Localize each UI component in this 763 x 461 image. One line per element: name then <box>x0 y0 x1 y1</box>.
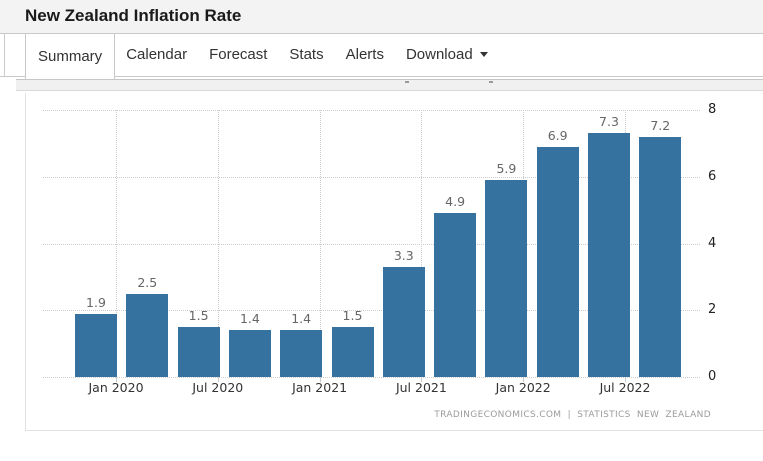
page-title: New Zealand Inflation Rate <box>25 6 242 25</box>
y-axis-label: 0 <box>708 369 717 384</box>
bar <box>434 213 477 377</box>
tab-forecast-label: Forecast <box>209 46 268 63</box>
tab-stats-label: Stats <box>289 46 324 63</box>
chart-canvas: TRADINGECONOMICS.COM | STATISTICS NEW ZE… <box>0 91 763 436</box>
bar-value-label: 1.5 <box>188 307 209 323</box>
page-header: New Zealand Inflation Rate <box>0 0 763 33</box>
x-axis-tick <box>421 377 423 382</box>
tab-stats[interactable]: Stats <box>278 34 334 75</box>
tab-forecast[interactable]: Forecast <box>198 34 278 75</box>
bar <box>177 326 220 377</box>
h-gridline <box>43 176 700 178</box>
h-gridline <box>43 310 700 312</box>
bar <box>588 133 630 377</box>
h-gridline <box>43 377 700 378</box>
x-axis-tick <box>625 377 626 382</box>
bar-value-label: 2.5 <box>137 274 158 290</box>
bar-value-label: 1.4 <box>291 311 312 327</box>
tab-alerts[interactable]: Alerts <box>335 34 395 75</box>
y-axis-label: 8 <box>708 102 717 117</box>
bar <box>228 330 271 377</box>
bar <box>639 136 682 377</box>
h-gridline <box>43 243 700 245</box>
x-axis-label: Jul 2021 <box>395 380 447 395</box>
bar-value-label: 7.3 <box>599 114 619 130</box>
v-gridline <box>116 110 117 377</box>
bar-value-label: 1.9 <box>86 294 106 310</box>
bar-value-label: 1.5 <box>342 307 363 323</box>
y-axis-label: 4 <box>708 235 717 251</box>
x-axis-tick <box>116 377 117 382</box>
chart-bottom-border <box>25 430 763 431</box>
tab-summary-label: Summary <box>38 48 103 65</box>
tab-calendar[interactable]: Calendar <box>115 34 198 75</box>
bar-value-label: 4.9 <box>445 194 466 210</box>
v-gridline <box>217 110 219 377</box>
attribution-text: TRADINGECONOMICS.COM | STATISTICS NEW ZE… <box>434 410 711 420</box>
x-axis-tick <box>319 377 321 382</box>
bar <box>536 146 579 377</box>
x-axis-label: Jan 2021 <box>292 380 348 395</box>
toolbar-strip <box>16 79 763 91</box>
tab-bar-bottom-border <box>0 76 763 77</box>
x-axis-label: Jan 2020 <box>88 380 144 395</box>
x-axis-label: Jul 2022 <box>599 380 651 395</box>
tab-summary[interactable]: Summary <box>25 34 116 79</box>
x-axis-label: Jul 2020 <box>192 380 244 395</box>
cropped-text-remnant <box>489 81 493 83</box>
v-gridline <box>421 110 423 377</box>
tab-download-label: Download <box>405 46 473 63</box>
bar-value-label: 7.2 <box>650 117 671 133</box>
bar <box>75 313 117 377</box>
tab-bar: Summary Calendar Forecast Stats Alerts D… <box>0 33 763 79</box>
page-edge-border <box>4 34 5 76</box>
y-axis-label: 2 <box>708 302 717 318</box>
x-axis-label: Jan 2022 <box>495 380 551 395</box>
x-axis-tick <box>217 377 219 382</box>
bar-value-label: 6.9 <box>547 127 568 143</box>
v-gridline <box>319 110 321 377</box>
cropped-text-remnant <box>405 81 409 83</box>
bar <box>331 326 374 377</box>
bar-value-label: 1.4 <box>239 311 260 327</box>
tab-alerts-label: Alerts <box>345 46 384 63</box>
bar <box>382 266 425 377</box>
tab-download[interactable]: Download <box>395 34 499 75</box>
bar-value-label: 5.9 <box>496 161 517 177</box>
chevron-down-icon <box>479 52 488 57</box>
x-axis-tick <box>523 377 525 382</box>
bar <box>126 293 169 377</box>
bar <box>280 330 323 377</box>
tab-calendar-label: Calendar <box>126 46 188 63</box>
bar-value-label: 3.3 <box>393 247 414 263</box>
chart-left-border <box>25 93 26 431</box>
h-gridline <box>43 110 700 111</box>
bar <box>485 180 528 377</box>
y-axis-label: 6 <box>708 168 717 184</box>
